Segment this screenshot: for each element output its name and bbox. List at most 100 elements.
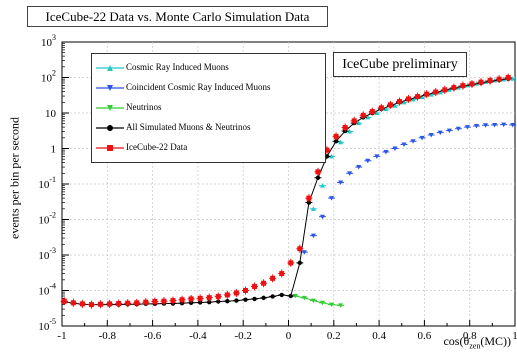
x-tick-label: 0.4 [372,330,386,342]
data-point [329,196,335,201]
data-point [406,96,412,102]
legend-item-coincident-muons: Coincident Cosmic Ray Induced Muons [92,80,325,96]
data-point [383,106,389,111]
data-point [401,142,407,147]
y-tick-label: 10-2 [38,211,56,227]
y-tick-label: 10 [45,108,57,120]
data-point [170,298,176,304]
x-tick-label: 0.2 [327,330,341,342]
data-point [501,122,507,128]
x-tick-label: -0.4 [189,330,207,342]
legend-item-cosmic-ray-muons: Cosmic Ray Induced Muons [92,60,325,76]
data-point [319,300,325,306]
data-point [116,301,122,307]
x-tick-label: -0.8 [99,330,117,342]
data-point [292,293,298,299]
data-point [324,147,330,153]
y-axis-label: events per bin per second [7,117,22,239]
data-point [356,165,362,170]
data-point [487,78,493,84]
data-point [338,180,344,186]
x-tick-label: -1 [57,330,66,342]
series-neutrinos [291,293,345,308]
data-point [134,300,140,306]
data-point [378,105,384,111]
data-point [188,296,194,302]
data-point [383,149,389,155]
data-point [365,158,371,164]
data-point [460,83,466,89]
data-point [342,125,348,131]
data-marks [60,73,517,309]
data-point [297,260,303,266]
data-point [288,260,294,266]
data-point [410,139,416,144]
data-point [428,133,434,138]
data-point [224,292,230,298]
y-tick-label: 102 [41,69,56,85]
data-point [233,290,239,296]
data-point [179,297,185,303]
data-point [252,283,258,289]
data-point [197,300,203,305]
legend-label: Coincident Cosmic Ray Induced Muons [126,82,271,92]
data-point [442,87,448,93]
data-point [455,126,461,132]
data-point [252,296,257,302]
data-point [392,103,398,108]
data-point [79,301,85,307]
data-point [107,301,113,307]
data-point [496,76,502,82]
data-point [419,94,425,100]
data-point [297,246,303,252]
chart-title: IceCube-22 Data vs. Monte Carlo Simulati… [27,6,328,27]
data-point [261,295,266,301]
data-point [315,175,321,180]
data-point [215,293,221,299]
data-point [374,154,380,159]
y-tick-label: 1 [51,144,57,156]
data-point [301,295,307,301]
preliminary-annotation: IceCube preliminary [333,52,467,77]
data-point [88,302,94,308]
data-point [306,200,312,205]
data-point [310,206,316,211]
series-coincident-cosmic-ray-induced-muons [300,122,517,255]
data-point [419,135,425,141]
data-point [197,295,203,301]
data-point [451,85,457,91]
data-point [279,292,284,298]
data-point [437,89,443,95]
data-point [410,97,416,102]
data-point [401,99,407,105]
data-point [374,110,380,115]
data-point [306,195,312,201]
x-tick-label: 0 [286,330,292,342]
data-point [319,214,325,220]
data-point [356,120,362,126]
data-point [347,129,353,134]
legend-item-neutrinos: Neutrinos [92,100,325,116]
x-tick-label: 1 [512,330,517,342]
y-tick-label: 10-5 [38,317,56,333]
data-point [329,153,335,159]
data-point [333,133,339,139]
data-point [333,139,339,144]
data-point [288,293,293,299]
data-point [492,122,498,128]
data-point [428,92,434,97]
series-icecube-22-data [60,73,512,309]
data-point [70,300,76,306]
y-tick-label: 10-4 [38,282,56,298]
axis-ticks: -1 -0.8 -0.6 -0.4 -0.2 0 0.2 0.4 0.6 0.8 1 10-5 10-4… [38,33,517,342]
data-point [234,298,239,303]
data-point [206,295,212,301]
x-tick-label: 0.8 [463,330,477,342]
data-point [270,275,276,281]
data-point [433,89,439,95]
legend-item-icecube-data: IceCube-22 Data [92,140,325,156]
data-point [207,299,212,305]
data-point [415,94,421,100]
legend-item-all-simulated: All Simulated Muons & Neutrinos [92,120,325,136]
